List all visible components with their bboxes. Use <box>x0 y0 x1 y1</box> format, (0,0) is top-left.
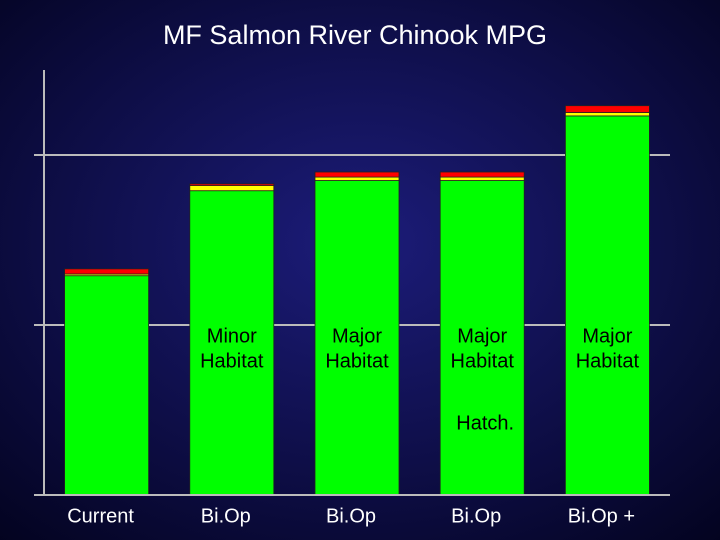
bar-segment <box>189 190 275 496</box>
bar-label: Habitat <box>576 350 640 372</box>
bar-segment <box>314 171 400 178</box>
bar-segment <box>64 275 149 496</box>
bar-label: Major <box>457 325 507 347</box>
bar-segment <box>565 105 650 113</box>
bar-label: Habitat <box>451 350 515 372</box>
bar-segment <box>189 185 275 192</box>
bar-label: Major <box>582 325 632 347</box>
bar-segment <box>189 183 275 186</box>
x-tick-label: Bi.Op <box>201 505 251 527</box>
bar-segment <box>314 180 400 496</box>
x-tick-label: Current <box>67 505 134 527</box>
bar-segment <box>439 176 525 181</box>
chart-title: MF Salmon River Chinook MPG <box>163 20 547 50</box>
bar-sublabel: Hatch. <box>456 412 514 434</box>
bar-label: Habitat <box>325 350 389 372</box>
x-tick-label: Bi.Op <box>451 505 501 527</box>
x-tick-label: Bi.Op + <box>568 505 635 527</box>
bar-label: Major <box>332 325 382 347</box>
bar-segment <box>439 171 525 178</box>
bar-segment <box>565 112 650 117</box>
bar-label: Habitat <box>200 350 264 372</box>
x-tick-label: Bi.Op <box>326 505 376 527</box>
bar-label: Minor <box>207 325 257 347</box>
bar-segment <box>314 176 400 181</box>
bar-segment <box>565 115 650 496</box>
bar-segment <box>64 268 149 275</box>
